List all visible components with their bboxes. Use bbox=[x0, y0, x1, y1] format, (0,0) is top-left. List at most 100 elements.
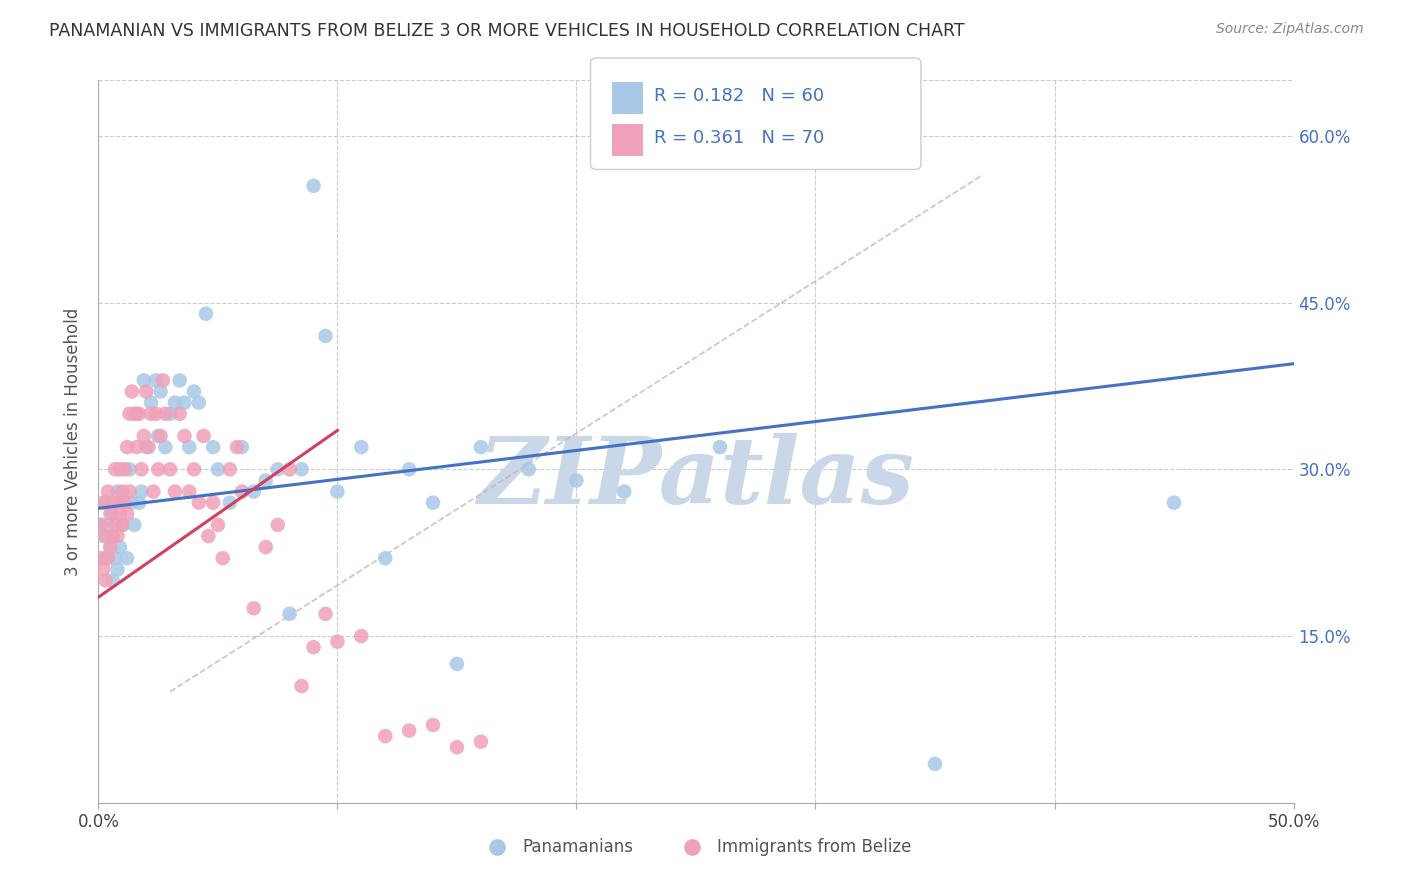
Point bbox=[97, 551, 120, 566]
Point bbox=[115, 551, 138, 566]
Point bbox=[254, 474, 277, 488]
Point bbox=[115, 440, 138, 454]
Point bbox=[163, 395, 186, 409]
Point bbox=[398, 723, 420, 738]
Point bbox=[350, 440, 373, 454]
Point bbox=[114, 496, 136, 510]
Point bbox=[924, 756, 946, 771]
Point bbox=[115, 507, 138, 521]
Point bbox=[326, 634, 349, 648]
Point bbox=[124, 407, 146, 421]
Text: R = 0.361   N = 70: R = 0.361 N = 70 bbox=[654, 129, 824, 147]
Point bbox=[91, 529, 114, 543]
Point bbox=[470, 440, 492, 454]
Point bbox=[291, 462, 314, 476]
Point bbox=[187, 496, 209, 510]
Point bbox=[138, 440, 160, 454]
Point bbox=[101, 507, 124, 521]
Point bbox=[139, 395, 162, 409]
Point bbox=[111, 517, 134, 532]
Point bbox=[111, 484, 134, 499]
Text: PANAMANIAN VS IMMIGRANTS FROM BELIZE 3 OR MORE VEHICLES IN HOUSEHOLD CORRELATION: PANAMANIAN VS IMMIGRANTS FROM BELIZE 3 O… bbox=[49, 22, 965, 40]
Point bbox=[446, 657, 468, 671]
Point bbox=[114, 496, 136, 510]
Point bbox=[169, 407, 191, 421]
Point bbox=[97, 517, 120, 532]
Point bbox=[169, 373, 191, 387]
Point bbox=[128, 407, 150, 421]
Point bbox=[142, 484, 165, 499]
Point bbox=[152, 373, 174, 387]
Point bbox=[132, 373, 155, 387]
Point bbox=[107, 562, 129, 576]
Point bbox=[374, 729, 396, 743]
Point bbox=[193, 429, 215, 443]
Point bbox=[374, 551, 396, 566]
Point bbox=[202, 496, 225, 510]
Point bbox=[132, 429, 155, 443]
Point bbox=[179, 484, 201, 499]
Point bbox=[197, 529, 219, 543]
Point bbox=[118, 407, 141, 421]
Point bbox=[90, 517, 112, 532]
Point bbox=[94, 529, 117, 543]
Point bbox=[179, 440, 201, 454]
Point bbox=[231, 484, 253, 499]
Point bbox=[149, 384, 172, 399]
Point bbox=[91, 496, 114, 510]
Point bbox=[173, 429, 195, 443]
Point bbox=[121, 384, 143, 399]
Point bbox=[398, 462, 420, 476]
Point bbox=[107, 496, 129, 510]
Point bbox=[195, 307, 218, 321]
Point bbox=[101, 574, 124, 588]
Point bbox=[90, 517, 112, 532]
Point bbox=[101, 529, 124, 543]
Point bbox=[207, 462, 229, 476]
Point bbox=[104, 462, 127, 476]
Point bbox=[422, 496, 444, 510]
Point bbox=[470, 734, 492, 748]
Point bbox=[90, 551, 112, 566]
Point bbox=[183, 462, 205, 476]
Point bbox=[107, 529, 129, 543]
Point bbox=[278, 607, 301, 621]
Point bbox=[422, 718, 444, 732]
Point bbox=[159, 462, 181, 476]
Point bbox=[145, 373, 167, 387]
Point bbox=[243, 601, 266, 615]
Point bbox=[219, 462, 242, 476]
Point bbox=[211, 551, 233, 566]
Text: ZIPatlas: ZIPatlas bbox=[478, 433, 914, 523]
Point bbox=[125, 440, 148, 454]
Point bbox=[315, 607, 337, 621]
Point bbox=[446, 740, 468, 755]
Point bbox=[131, 462, 153, 476]
Point bbox=[128, 496, 150, 510]
Point bbox=[1163, 496, 1185, 510]
Y-axis label: 3 or more Vehicles in Household: 3 or more Vehicles in Household bbox=[65, 308, 83, 575]
Point bbox=[145, 407, 167, 421]
Point bbox=[302, 640, 325, 655]
Point bbox=[121, 496, 143, 510]
Point bbox=[219, 496, 242, 510]
Point bbox=[226, 440, 249, 454]
Point bbox=[98, 540, 122, 554]
Point bbox=[125, 407, 148, 421]
Point bbox=[350, 629, 373, 643]
Point bbox=[118, 484, 141, 499]
Point bbox=[267, 462, 290, 476]
Point bbox=[709, 440, 731, 454]
Point bbox=[108, 507, 131, 521]
Point bbox=[114, 462, 136, 476]
Point bbox=[187, 395, 209, 409]
Point bbox=[231, 440, 253, 454]
Point bbox=[107, 484, 129, 499]
Point bbox=[135, 440, 157, 454]
Point bbox=[565, 474, 588, 488]
Point bbox=[243, 484, 266, 499]
Point bbox=[326, 484, 349, 499]
Point bbox=[97, 484, 120, 499]
Point bbox=[104, 551, 127, 566]
Point bbox=[159, 407, 181, 421]
